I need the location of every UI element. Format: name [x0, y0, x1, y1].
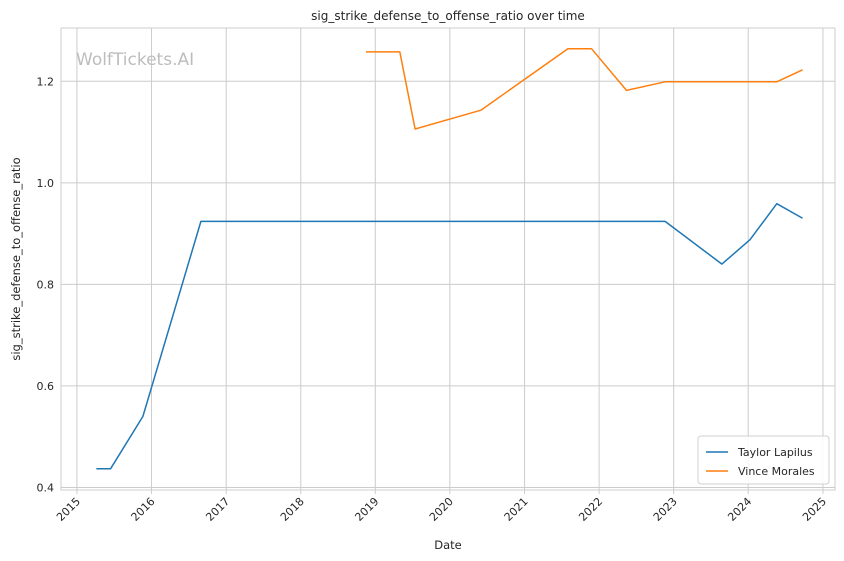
series-line-2	[365, 48, 803, 130]
legend: Taylor Lapilus Vince Morales	[697, 435, 830, 485]
series-layer	[96, 48, 803, 470]
legend-box	[697, 435, 830, 485]
series-line-1	[96, 202, 803, 470]
legend-label: Vince Morales	[738, 465, 815, 478]
y-tick-label: 0.8	[37, 278, 55, 291]
y-tick-label: 0.4	[37, 481, 55, 494]
legend-label: Taylor Lapilus	[737, 446, 813, 459]
x-gridlines	[76, 28, 824, 494]
plot-area	[61, 28, 835, 490]
y-tick-label: 0.6	[37, 380, 55, 393]
x-axis-title: Date	[434, 538, 462, 552]
plot-frame	[60, 27, 836, 491]
y-axis-title: sig_strike_defense_to_offense_ratio	[9, 157, 23, 360]
y-gridlines	[61, 80, 835, 488]
y-tick-label: 1.0	[37, 177, 55, 190]
y-tick-label: 1.2	[37, 75, 55, 88]
chart-title: sig_strike_defense_to_offense_ratio over…	[311, 9, 585, 23]
y-tick-labels: 0.4 0.6 0.8 1.0 1.2	[37, 75, 55, 494]
watermark: WolfTickets.AI	[76, 50, 194, 70]
